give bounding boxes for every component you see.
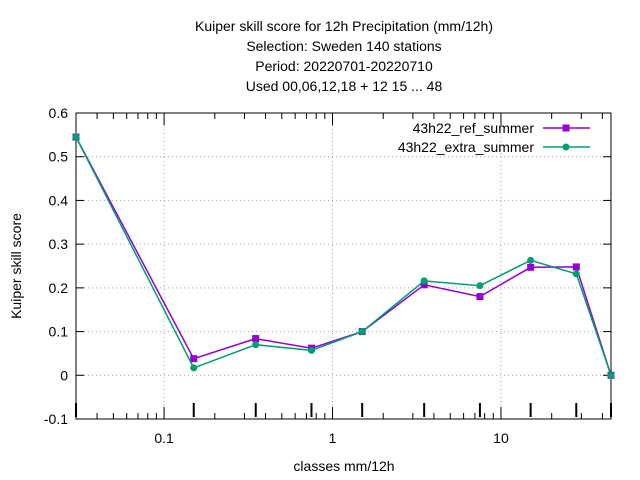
title-line-4: Used 00,06,12,18 + 12 15 ... 48	[246, 78, 443, 94]
x-tick-label: 1	[329, 430, 337, 446]
data-point	[527, 256, 535, 264]
y-axis-label: Kuiper skill score	[8, 213, 24, 319]
y-tick-label: 0.3	[49, 236, 69, 252]
chart-title: Kuiper skill score for 12h Precipitation…	[195, 18, 493, 94]
data-point	[607, 371, 615, 379]
x-tick-label: 10	[493, 430, 509, 446]
legend-label: 43h22_extra_summer	[398, 139, 535, 155]
y-tick-label: 0	[60, 367, 68, 383]
y-tick-label: 0.6	[49, 105, 69, 121]
grid	[76, 113, 611, 419]
series-line	[75, 136, 612, 376]
y-tick-label: 0.4	[49, 192, 69, 208]
x-axis-label: classes mm/12h	[293, 458, 394, 474]
data-point	[190, 364, 198, 372]
data-point	[252, 335, 260, 343]
legend: 43h22_ref_summer 43h22_extra_summer	[398, 120, 590, 155]
series-1	[72, 133, 615, 379]
data-point	[476, 282, 484, 290]
x-axis: 0.1 1 10	[75, 113, 612, 446]
data-point	[190, 355, 198, 363]
data-point	[72, 133, 80, 141]
data-point	[420, 281, 428, 289]
data-point	[572, 270, 580, 278]
y-tick-label: -0.1	[44, 411, 68, 427]
data-point	[476, 293, 484, 301]
title-line-1: Kuiper skill score for 12h Precipitation…	[195, 18, 493, 34]
x-tick-label: 0.1	[154, 430, 174, 446]
series-group	[72, 133, 615, 379]
data-point	[252, 341, 260, 349]
y-tick-label: 0.1	[49, 324, 69, 340]
title-line-3: Period: 20220701-20220710	[255, 58, 433, 74]
y-tick-label: 0.5	[49, 149, 69, 165]
legend-label: 43h22_ref_summer	[413, 120, 535, 136]
data-point	[527, 263, 535, 271]
y-axis: -0.1 0 0.1 0.2 0.3 0.4 0.5 0.6	[44, 105, 611, 427]
data-point	[307, 346, 315, 354]
y-tick-label: 0.2	[49, 280, 69, 296]
legend-swatch-marker	[562, 143, 570, 151]
title-line-2: Selection: Sweden 140 stations	[246, 38, 441, 54]
series-0	[72, 133, 615, 379]
data-point	[420, 277, 428, 285]
legend-swatch-marker	[562, 124, 570, 132]
plot-frame	[75, 112, 612, 420]
data-point	[358, 328, 366, 336]
data-point	[572, 263, 580, 271]
series-line	[75, 136, 612, 376]
